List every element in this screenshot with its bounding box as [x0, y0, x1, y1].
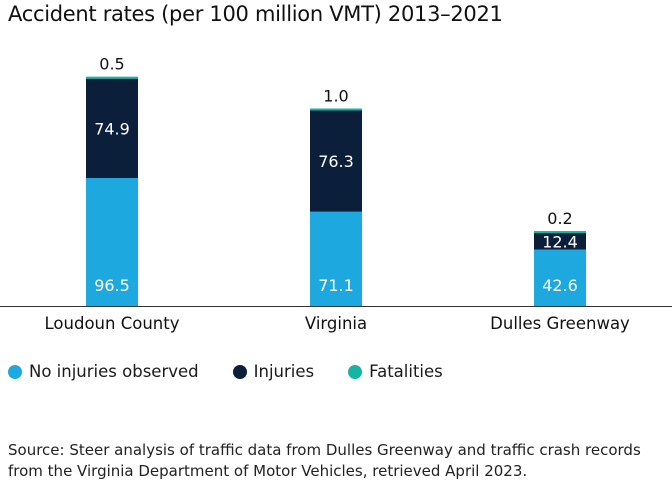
- legend-label-fatalities: Fatalities: [369, 362, 443, 381]
- category-label: Loudoun County: [45, 314, 180, 333]
- category-label: Virginia: [305, 314, 367, 333]
- bar-injuries: [86, 78, 138, 179]
- legend-label-no-injuries: No injuries observed: [29, 362, 199, 381]
- data-label-injuries: 12.4: [542, 232, 578, 251]
- category-label: Dulles Greenway: [490, 314, 630, 333]
- data-label-no-injuries: 71.1: [318, 276, 354, 295]
- data-label-fatalities: 1.0: [323, 86, 348, 105]
- data-label-injuries: 74.9: [94, 119, 130, 138]
- chart-title: Accident rates (per 100 million VMT) 201…: [8, 2, 503, 26]
- data-label-fatalities: 0.5: [99, 55, 124, 74]
- bar-fatalities: [86, 76, 138, 79]
- bar-no-injuries: [86, 178, 138, 306]
- data-label-injuries: 76.3: [318, 152, 354, 171]
- legend-item-fatalities: Fatalities: [348, 362, 443, 381]
- data-label-no-injuries: 96.5: [94, 276, 130, 295]
- legend-item-injuries: Injuries: [232, 362, 315, 381]
- legend-item-no-injuries: No injuries observed: [8, 362, 199, 381]
- bar-fatalities: [310, 108, 362, 111]
- bar-no-injuries: [534, 249, 586, 306]
- stacked-bar-chart: 96.5 74.9 0.5 Loudoun County 71.1 76.3 1.0 Virg…: [0, 55, 672, 333]
- bar-injuries: [534, 233, 586, 250]
- data-label-fatalities: 0.2: [547, 209, 572, 228]
- chart-legend: No injuries observed Injuries Fatalities: [8, 362, 477, 381]
- legend-swatch-injuries: [232, 364, 247, 379]
- bar-injuries: [310, 110, 362, 212]
- bar-fatalities: [534, 231, 586, 234]
- source-note: Source: Steer analysis of traffic data f…: [8, 441, 641, 480]
- legend-swatch-no-injuries: [8, 364, 22, 379]
- bar-no-injuries: [310, 211, 362, 306]
- legend-label-injuries: Injuries: [253, 362, 315, 381]
- data-label-no-injuries: 42.6: [542, 276, 578, 295]
- legend-swatch-fatalities: [348, 364, 363, 379]
